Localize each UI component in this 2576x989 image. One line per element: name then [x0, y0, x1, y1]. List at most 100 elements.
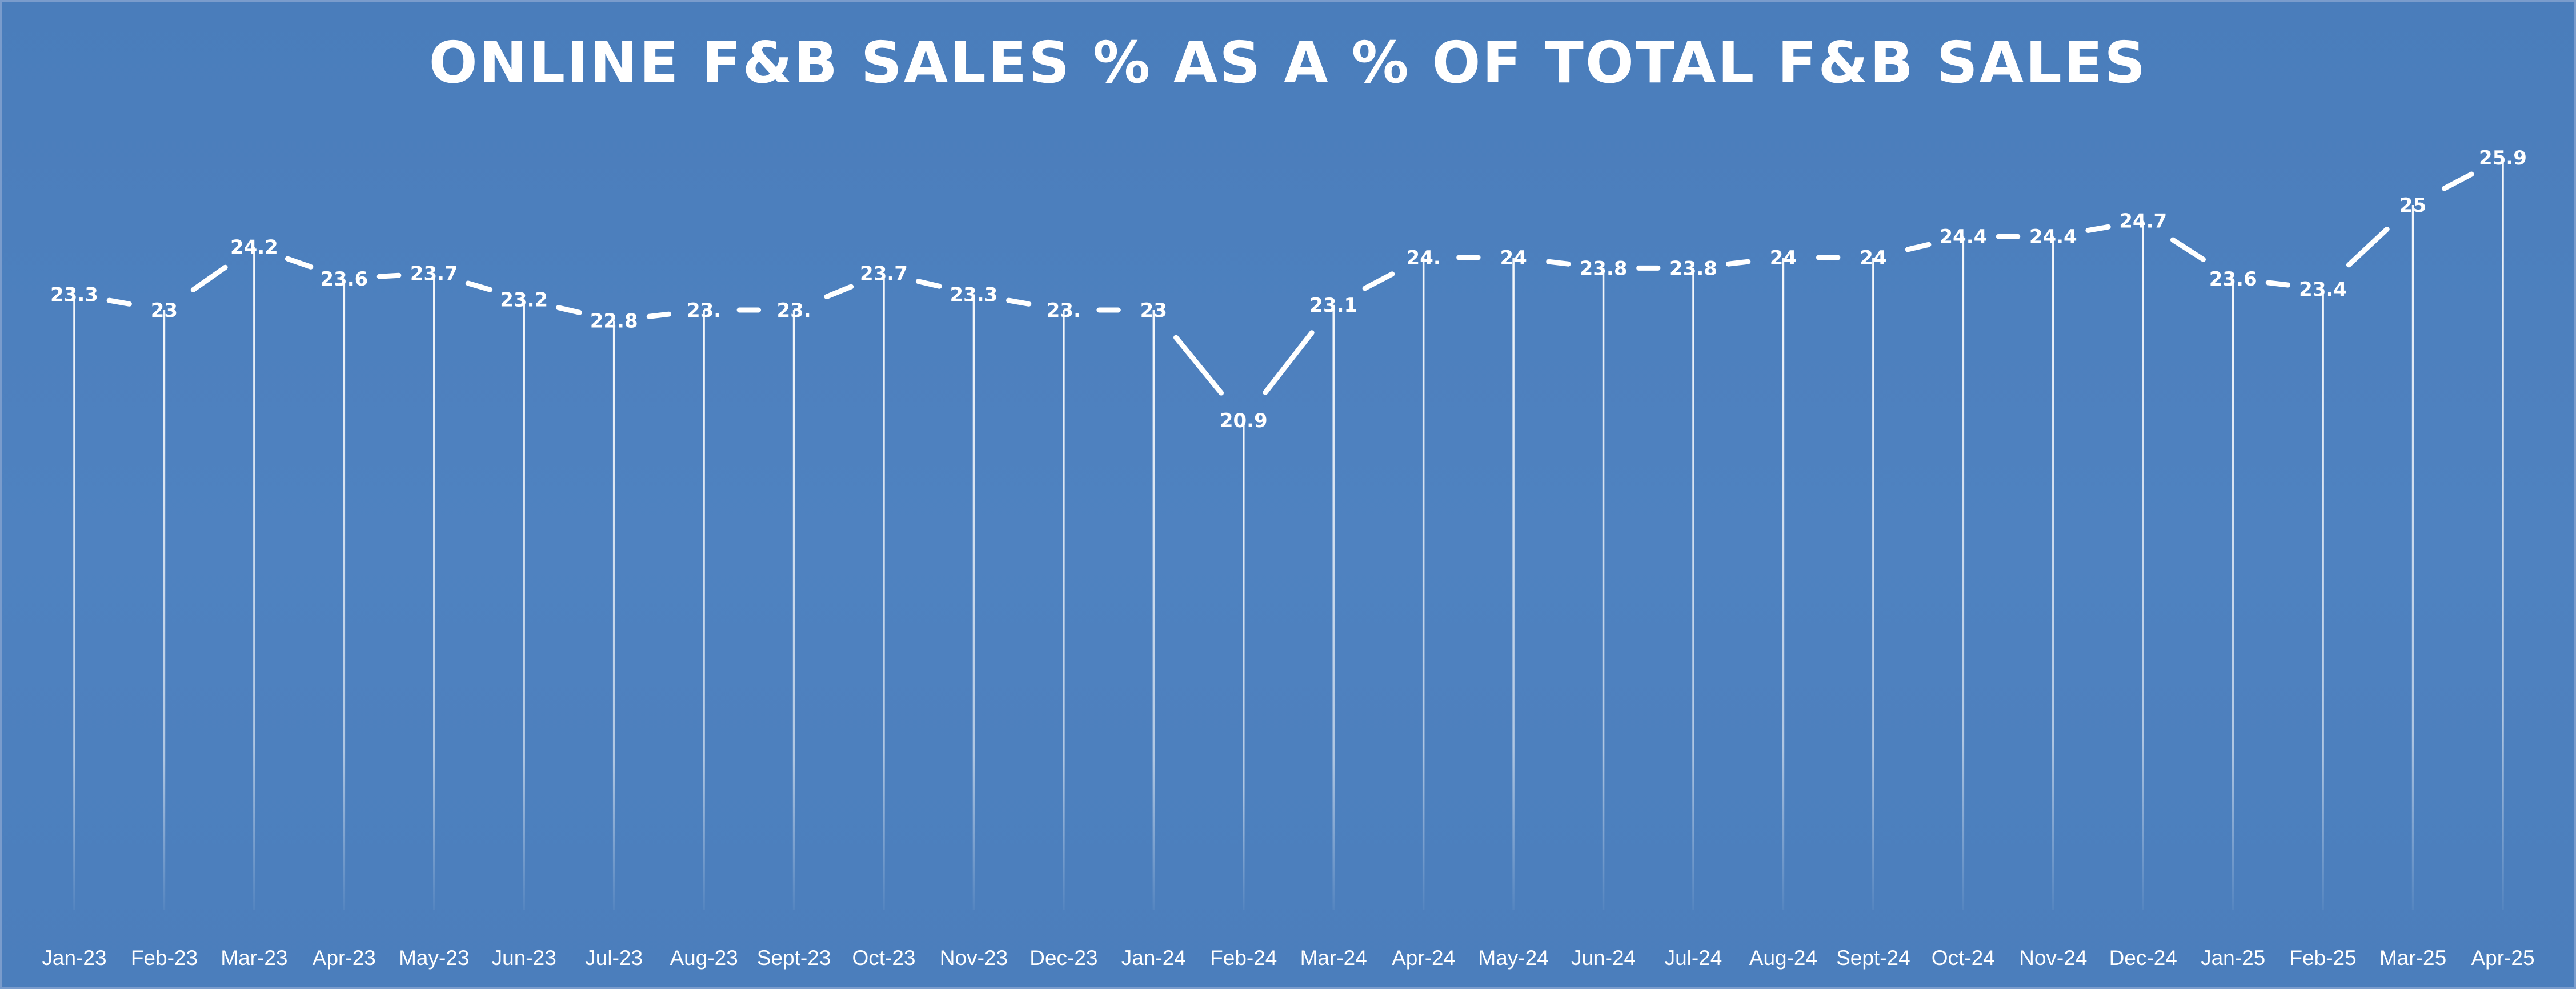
data-label: 23. [776, 299, 811, 322]
drop-line [1332, 304, 1335, 910]
x-tick-label: Apr-25 [2471, 946, 2534, 970]
drop-line [792, 310, 795, 910]
data-label: 23.7 [410, 263, 458, 286]
series-line-segment [1362, 271, 1395, 291]
x-tick-label: Feb-25 [2289, 946, 2356, 970]
data-label: 24 [1860, 247, 1886, 270]
series-line-segment [2265, 280, 2291, 288]
x-tick-label: Sept-23 [757, 946, 831, 970]
drop-lines [73, 158, 2504, 910]
drop-line [703, 310, 705, 910]
data-label: 23 [151, 299, 178, 322]
data-label: 23.6 [320, 268, 368, 291]
x-tick-label: Oct-24 [1932, 946, 1995, 970]
data-label: 20.9 [1220, 409, 1268, 432]
data-label: 24.4 [1939, 226, 1987, 248]
series-line-group [106, 171, 2474, 396]
data-label: 23. [687, 299, 721, 322]
data-label: 25.9 [2479, 147, 2527, 170]
series-line-segment [2441, 171, 2474, 191]
drop-line [1512, 258, 1515, 910]
drop-line [1962, 236, 1965, 910]
series-line-segment [2346, 226, 2390, 268]
x-tick-label: Jul-23 [585, 946, 643, 970]
series-line-segment [646, 311, 672, 319]
x-tick-label: Apr-24 [1392, 946, 1455, 970]
data-label: 24.4 [2029, 226, 2077, 248]
data-label: 23.2 [500, 289, 548, 312]
x-tick-label: Jan-25 [2201, 946, 2265, 970]
drop-line [2232, 278, 2234, 910]
data-label: 24 [1500, 247, 1527, 270]
x-tick-label: Jul-24 [1665, 946, 1722, 970]
x-tick-label: Feb-23 [131, 946, 198, 970]
drop-line [1692, 268, 1694, 910]
drop-line [73, 294, 75, 910]
drop-line [972, 294, 975, 910]
x-axis-labels: Jan-23 Feb-23 Mar-23 Apr-23 May-23 Jun-23 Jul-… [42, 946, 2534, 970]
x-tick-label: May-23 [399, 946, 469, 970]
x-tick-label: Apr-23 [313, 946, 376, 970]
series-line-segment [2085, 224, 2111, 233]
drop-line [1152, 310, 1155, 910]
series-line-segment [376, 272, 402, 279]
drop-line [1243, 420, 1245, 910]
drop-line [2142, 220, 2144, 910]
drop-line [1782, 258, 1785, 910]
x-tick-label: Mar-23 [221, 946, 287, 970]
drop-line [1872, 258, 1874, 910]
x-tick-label: Nov-24 [2019, 946, 2087, 970]
drop-line [433, 273, 435, 910]
drop-line [2052, 236, 2054, 910]
data-label: 24.2 [230, 236, 278, 259]
series-line-segment [1263, 330, 1315, 395]
x-tick-label: Oct-23 [852, 946, 915, 970]
series-line-segment [1006, 297, 1032, 307]
x-tick-label: Nov-23 [940, 946, 1008, 970]
x-tick-label: Aug-23 [670, 946, 738, 970]
series-line-segment [915, 279, 942, 289]
x-tick-label: May-24 [1478, 946, 1548, 970]
x-tick-label: Dec-24 [2109, 946, 2177, 970]
data-label: 23.4 [2299, 278, 2347, 301]
series-line-segment [1173, 335, 1224, 396]
data-label: 23. [1047, 299, 1081, 322]
series-line-segment [1726, 259, 1751, 267]
series-line-segment [285, 256, 314, 270]
data-label: 22.8 [590, 309, 638, 332]
x-tick-label: Jun-24 [1571, 946, 1636, 970]
data-label: 23.6 [2209, 268, 2257, 291]
drop-line [612, 320, 615, 910]
x-tick-label: Sept-24 [1836, 946, 1910, 970]
data-label: 24 [1770, 247, 1797, 270]
data-label: 23 [1140, 299, 1167, 322]
drop-line [1063, 310, 1065, 910]
series-line-segment [1546, 259, 1571, 267]
data-label: 24. [1407, 247, 1441, 270]
series-line-segment [190, 264, 228, 292]
x-tick-label: Jun-23 [492, 946, 556, 970]
data-label: 23.3 [50, 283, 98, 306]
x-tick-label: Aug-24 [1749, 946, 1817, 970]
drop-line [883, 273, 885, 910]
drop-line [2502, 158, 2504, 910]
drop-line [1422, 258, 1425, 910]
data-label: 23.8 [1580, 257, 1628, 280]
series-line-segment [1905, 242, 1932, 252]
series-line-segment [106, 297, 132, 307]
drop-line [343, 278, 346, 910]
x-tick-label: Mar-25 [2379, 946, 2446, 970]
drop-line [2322, 289, 2324, 910]
x-tick-label: Jan-23 [42, 946, 106, 970]
drop-line [1602, 268, 1605, 910]
x-tick-label: Mar-24 [1300, 946, 1367, 970]
drop-line [523, 299, 525, 910]
x-tick-label: Jan-24 [1121, 946, 1186, 970]
drop-line [253, 247, 255, 910]
series-line-segment [465, 280, 493, 292]
series-line-segment [824, 284, 854, 300]
drop-line [2411, 205, 2414, 910]
x-tick-label: Dec-23 [1029, 946, 1097, 970]
